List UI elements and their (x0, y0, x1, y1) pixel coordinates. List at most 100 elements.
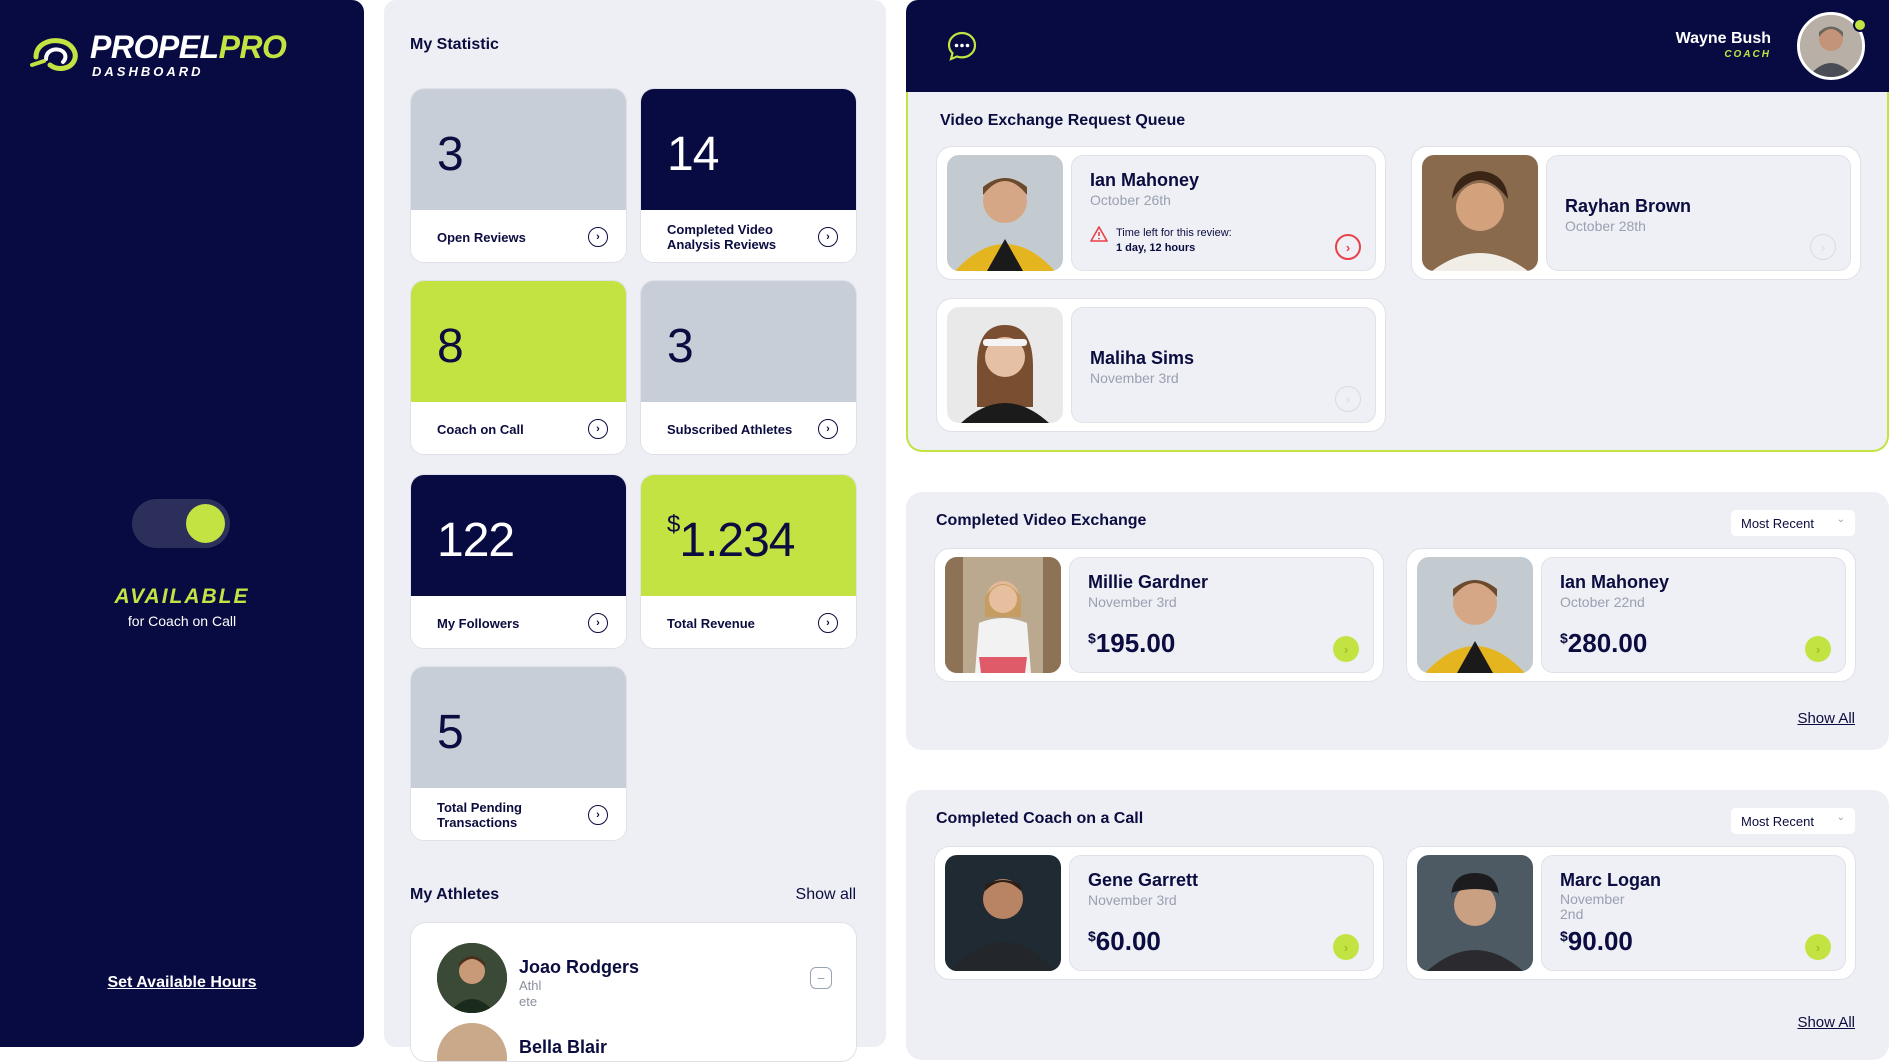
stat-card-pending-transactions[interactable]: 5 Total Pending Transactions › (410, 666, 627, 841)
athlete-name: Millie Gardner (1088, 572, 1209, 592)
athlete-name: Bella Blair (519, 1037, 608, 1057)
currency-symbol: $ (1560, 928, 1568, 944)
arrow-right-circle-icon[interactable]: › (818, 613, 838, 633)
arrow-right-circle-icon[interactable]: › (588, 805, 608, 825)
completed-date: November 2nd (1560, 891, 1625, 922)
user-role: COACH (1724, 49, 1771, 60)
completed-card-info: Gene Garrett November 3rd $60.00 › (1069, 855, 1374, 971)
athlete-photo (947, 155, 1063, 271)
top-bar: Wayne Bush COACH (906, 0, 1889, 94)
completed-card-info: Marc Logan November 2nd $90.00 › (1541, 855, 1846, 971)
stat-card-coach-on-call[interactable]: 8 Coach on Call › (410, 280, 627, 455)
athlete-photo (1417, 557, 1533, 673)
athlete-photo (945, 855, 1061, 971)
brand-sub: DASHBOARD (92, 64, 204, 79)
sort-dropdown[interactable]: Most Recent ⌄ (1731, 510, 1855, 536)
athlete-photo (1422, 155, 1538, 271)
set-hours-link[interactable]: Set Available Hours (107, 974, 257, 991)
amount: $280.00 (1560, 628, 1647, 659)
review-deadline: Time left for this review: 1 day, 12 hour… (1090, 226, 1232, 256)
arrow-right-circle-icon[interactable]: › (1335, 386, 1361, 412)
athlete-name: Ian Mahoney (1560, 572, 1670, 592)
athlete-photo (947, 307, 1063, 423)
toggle-knob (186, 504, 225, 543)
stat-value: 5 (437, 706, 464, 759)
brand-accent: PRO (218, 29, 287, 65)
user-name: Wayne Bush (1675, 30, 1771, 47)
online-status-dot (1853, 18, 1867, 32)
stat-card-open-reviews[interactable]: 3 Open Reviews › (410, 88, 627, 263)
amount: $90.00 (1560, 926, 1633, 957)
stat-card-subscribed-athletes[interactable]: 3 Subscribed Athletes › (640, 280, 857, 455)
chevron-down-icon: ⌄ (1836, 812, 1845, 823)
completed-card[interactable]: Millie Gardner November 3rd $195.00 › (934, 548, 1384, 682)
video-request-queue: Video Exchange Request Queue Ian Mahoney… (906, 92, 1889, 452)
arrow-right-circle-icon[interactable]: › (1333, 636, 1359, 662)
request-date: October 28th (1565, 218, 1646, 234)
completed-video-show-all-link[interactable]: Show All (1797, 710, 1855, 727)
arrow-right-circle-icon[interactable]: › (1805, 934, 1831, 960)
arrow-right-circle-icon[interactable]: › (1805, 636, 1831, 662)
completed-call-title: Completed Coach on a Call (936, 810, 1144, 827)
completed-card-info: Ian Mahoney October 22nd $280.00 › (1541, 557, 1846, 673)
chat-icon[interactable] (946, 30, 978, 62)
amount-value: 60.00 (1095, 926, 1161, 956)
athlete-role: Athl ete (519, 978, 542, 1009)
completed-call-show-all-link[interactable]: Show All (1797, 1014, 1855, 1031)
deadline-label: Time left for this review: (1116, 227, 1232, 239)
queue-card[interactable]: Maliha Sims November 3rd › (936, 298, 1386, 432)
athlete-name: Joao Rodgers (519, 957, 640, 977)
athletes-list: Joao Rodgers Athl ete − Bella Blair (410, 922, 857, 1062)
avatar[interactable] (1797, 12, 1865, 80)
brand-logo[interactable]: PROPELPRO DASHBOARD (30, 29, 287, 79)
completed-video-exchange: Completed Video Exchange Most Recent ⌄ Mi… (906, 492, 1889, 750)
request-date: November 3rd (1090, 370, 1179, 386)
arrow-right-circle-icon[interactable]: › (588, 227, 608, 247)
minus-icon[interactable]: − (810, 967, 832, 989)
currency-symbol: $ (667, 511, 680, 538)
chevron-down-icon: ⌄ (1836, 514, 1845, 525)
amount-value: 90.00 (1567, 926, 1633, 956)
arrow-right-circle-icon[interactable]: › (818, 227, 838, 247)
arrow-right-circle-icon[interactable]: › (588, 419, 608, 439)
athlete-name: Rayhan Brown (1565, 196, 1692, 216)
stat-label: Coach on Call (437, 421, 524, 437)
completed-card[interactable]: Marc Logan November 2nd $90.00 › (1406, 846, 1856, 980)
availability-status: AVAILABLE (114, 585, 250, 608)
avatar (437, 943, 507, 1013)
amount-value: 280.00 (1567, 628, 1648, 658)
sort-dropdown[interactable]: Most Recent ⌄ (1731, 808, 1855, 834)
stat-label: Open Reviews (437, 229, 526, 245)
completed-card[interactable]: Ian Mahoney October 22nd $280.00 › (1406, 548, 1856, 682)
stat-value: 1.234 (679, 514, 795, 567)
amount-value: 195.00 (1095, 628, 1176, 658)
currency-symbol: $ (1088, 928, 1096, 944)
statistics-title: My Statistic (410, 36, 499, 53)
arrow-right-circle-icon[interactable]: › (588, 613, 608, 633)
arrow-right-circle-icon[interactable]: › (1333, 934, 1359, 960)
warning-icon (1090, 226, 1108, 242)
arrow-right-circle-icon[interactable]: › (1810, 234, 1836, 260)
queue-card-info: Ian Mahoney October 26th Time left for t… (1071, 155, 1376, 271)
athlete-name: Maliha Sims (1090, 348, 1195, 368)
queue-card[interactable]: Ian Mahoney October 26th Time left for t… (936, 146, 1386, 280)
athletes-show-all-link[interactable]: Show all (795, 886, 856, 903)
completed-card[interactable]: Gene Garrett November 3rd $60.00 › (934, 846, 1384, 980)
queue-card[interactable]: Rayhan Brown October 28th › (1411, 146, 1861, 280)
athlete-photo (945, 557, 1061, 673)
stat-value: 14 (667, 128, 719, 181)
stat-label: My Followers (437, 615, 520, 631)
stat-card-completed-reviews[interactable]: 14 Completed Video Analysis Reviews › (640, 88, 857, 263)
stat-card-followers[interactable]: 122 My Followers › (410, 474, 627, 649)
arrow-right-circle-icon[interactable]: › (818, 419, 838, 439)
athlete-name: Ian Mahoney (1090, 170, 1200, 190)
list-item[interactable]: Joao Rodgers Athl ete (437, 943, 639, 1013)
coach-call-name: Marc Logan (1560, 870, 1662, 890)
stat-label: Total Revenue (667, 615, 755, 631)
arrow-right-circle-icon[interactable]: › (1335, 234, 1361, 260)
statistics-panel: My Statistic 3 Open Reviews › 14 Complete… (384, 0, 886, 1062)
sort-value: Most Recent (1741, 515, 1814, 531)
currency-symbol: $ (1088, 630, 1096, 646)
stat-card-total-revenue[interactable]: $1.234 Total Revenue › (640, 474, 857, 649)
availability-toggle[interactable] (132, 499, 230, 548)
